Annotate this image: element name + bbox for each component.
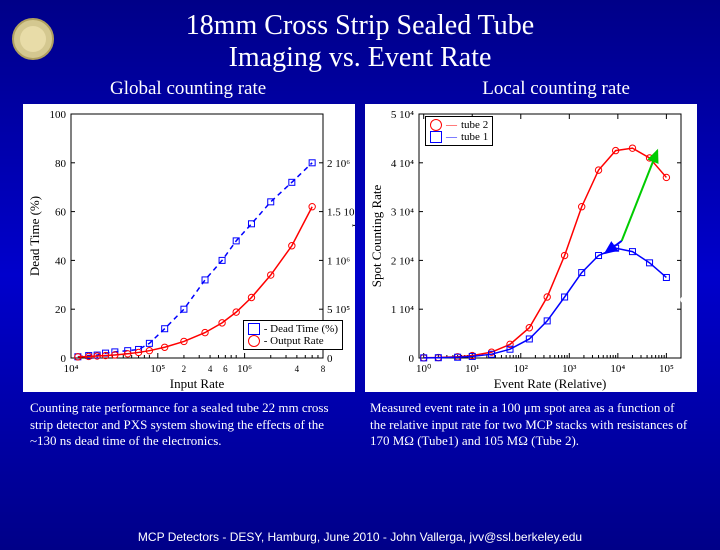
chart-subtitles: Global counting rate Local counting rate	[0, 78, 720, 100]
svg-text:4: 4	[208, 364, 213, 374]
svg-text:3 10⁴: 3 10⁴	[391, 207, 414, 219]
svg-text:Output Rate: Output Rate	[352, 205, 355, 268]
captions-row: Counting rate performance for a sealed t…	[0, 400, 720, 449]
title-line2: Imaging vs. Event Rate	[229, 42, 492, 73]
svg-text:60: 60	[55, 207, 67, 219]
left-caption: Counting rate performance for a sealed t…	[30, 400, 350, 449]
svg-text:5 10⁴: 5 10⁴	[391, 109, 414, 121]
svg-text:100: 100	[50, 109, 67, 121]
svg-text:1 10⁴: 1 10⁴	[391, 305, 414, 317]
svg-text:10⁵: 10⁵	[150, 363, 165, 375]
svg-text:0: 0	[327, 353, 333, 365]
right-caption: Measured event rate in a 100 μm spot are…	[370, 400, 690, 449]
svg-text:Spot Counting Rate: Spot Counting Rate	[369, 185, 384, 288]
svg-text:10³: 10³	[562, 363, 577, 375]
svg-text:2: 2	[182, 364, 187, 374]
svg-text:10⁰: 10⁰	[416, 363, 432, 375]
svg-text:10⁶: 10⁶	[237, 363, 252, 375]
page-title: 18mm Cross Strip Sealed Tube Imaging vs.…	[0, 10, 720, 74]
annotation-local-depletion: Local area charge depletion	[587, 292, 720, 323]
svg-text:4: 4	[295, 364, 300, 374]
svg-text:4 10⁴: 4 10⁴	[391, 158, 414, 170]
svg-text:10⁴: 10⁴	[64, 363, 79, 375]
svg-text:40: 40	[55, 256, 67, 268]
svg-text:8: 8	[321, 364, 326, 374]
svg-text:80: 80	[55, 158, 67, 170]
university-seal-icon	[12, 18, 54, 60]
svg-text:2 10⁶: 2 10⁶	[327, 158, 350, 170]
right-legend: — tube 2— tube 1	[425, 116, 493, 146]
left-legend: - Dead Time (%)- Output Rate	[243, 320, 343, 350]
svg-text:Input Rate: Input Rate	[170, 376, 225, 391]
right-subtitle: Local counting rate	[482, 78, 630, 100]
title-line1: 18mm Cross Strip Sealed Tube	[186, 10, 534, 41]
left-chart: 02040608010005 10⁵1 10⁶1.5 10⁶2 10⁶10⁴10…	[23, 104, 355, 392]
svg-text:10¹: 10¹	[465, 363, 479, 375]
svg-text:2 10⁴: 2 10⁴	[391, 256, 414, 268]
footer-text: MCP Detectors - DESY, Hamburg, June 2010…	[0, 530, 720, 544]
svg-text:Dead Time (%): Dead Time (%)	[27, 196, 42, 276]
svg-text:Event Rate (Relative): Event Rate (Relative)	[494, 376, 607, 391]
charts-row: 0 20 40 60 80 100 0 5 10⁵ 1 10⁶ 1.5 10⁶ 2 10⁶ 10⁴ 10…	[0, 104, 720, 392]
left-subtitle: Global counting rate	[110, 78, 266, 100]
svg-text:1 10⁶: 1 10⁶	[327, 256, 350, 268]
svg-text:10²: 10²	[514, 363, 529, 375]
svg-text:20: 20	[55, 305, 67, 317]
svg-text:6: 6	[223, 364, 228, 374]
svg-text:1.5 10⁶: 1.5 10⁶	[327, 207, 355, 219]
right-chart: 0 1 10⁴ 2 10⁴ 3 10⁴ 4 10⁴ 5 10⁴ 10⁰ 10¹ 10² 10³ 10…	[365, 104, 697, 392]
svg-text:10⁵: 10⁵	[659, 363, 674, 375]
svg-text:10⁴: 10⁴	[610, 363, 625, 375]
svg-text:5 10⁵: 5 10⁵	[327, 305, 350, 317]
svg-text:0: 0	[409, 353, 415, 365]
